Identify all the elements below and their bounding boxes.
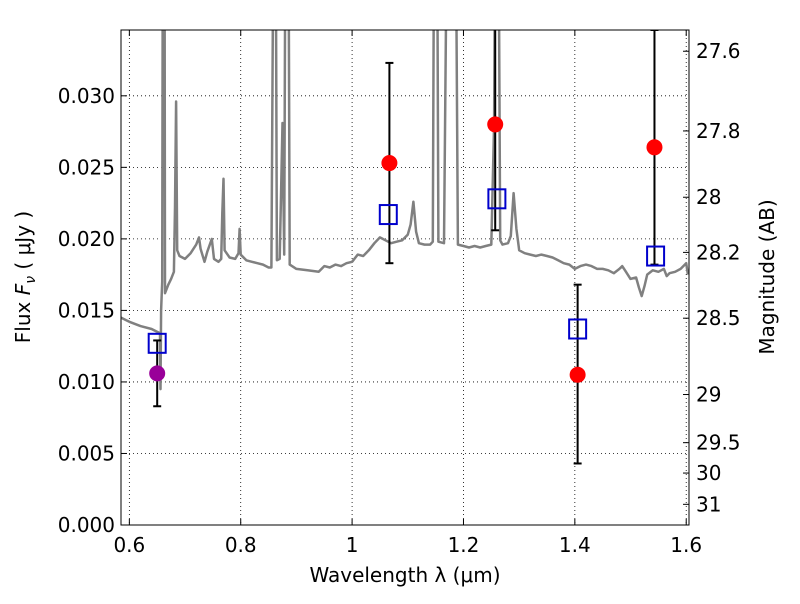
plot-background xyxy=(121,30,689,525)
observed-flux-point xyxy=(569,366,586,383)
y-axis: 0.000 0.005 0.010 0.015 0.020 0.025 0.030 xyxy=(58,84,127,537)
y-tick-label: 0.025 xyxy=(58,155,115,179)
y-tick-label: 0.005 xyxy=(58,441,115,465)
observed-flux-point xyxy=(381,155,398,172)
y-tick-label: 0.000 xyxy=(58,513,115,537)
magnitude-tick-label: 30 xyxy=(696,461,721,485)
x-tick-label: 0.8 xyxy=(225,533,257,557)
magnitude-axis: 27.6 27.8 28 28.2 28.5 29 29.5 30 31 xyxy=(683,39,741,516)
x-axis: 0.6 0.8 1 1.2 1.4 1.6 xyxy=(113,30,702,557)
magnitude-tick-label: 28 xyxy=(696,185,721,209)
y-tick-label: 0.015 xyxy=(58,298,115,322)
x-tick-label: 1.6 xyxy=(670,533,702,557)
magnitude-axis-title: Magnitude (AB) xyxy=(755,199,779,354)
x-tick-label: 1.4 xyxy=(559,533,591,557)
model-photometry-point xyxy=(378,204,398,226)
y-tick-label: 0.020 xyxy=(58,227,115,251)
x-tick-label: 1.2 xyxy=(448,533,480,557)
observed-flux-point xyxy=(149,365,166,382)
plot-frame xyxy=(120,29,690,526)
magnitude-tick-label: 31 xyxy=(696,492,721,516)
x-tick-label: 0.6 xyxy=(113,533,145,557)
markers xyxy=(147,116,666,383)
magnitude-tick-label: 28.2 xyxy=(696,240,741,264)
magnitude-tick-label: 29 xyxy=(696,383,721,407)
magnitude-tick-label: 28.5 xyxy=(696,306,741,330)
model-photometry-point xyxy=(147,332,167,354)
x-tick-label: 1 xyxy=(346,533,359,557)
model-spectrum-layer xyxy=(121,30,689,391)
magnitude-tick-label: 27.8 xyxy=(696,119,741,143)
y-tick-label: 0.030 xyxy=(58,84,115,108)
model-photometry-point xyxy=(568,318,588,340)
x-axis-title: Wavelength λ (μm) xyxy=(309,563,500,587)
model-photometry-point xyxy=(487,188,507,210)
magnitude-tick-label: 29.5 xyxy=(696,431,741,455)
model-photometry-point xyxy=(646,245,666,267)
y-axis-title: Flux Fν ( μJy ) xyxy=(11,211,39,343)
observed-flux-point xyxy=(487,116,504,133)
magnitude-tick-label: 27.6 xyxy=(696,39,741,63)
observed-flux-point xyxy=(646,139,663,156)
model-spectrum-line xyxy=(121,30,689,391)
y-tick-label: 0.010 xyxy=(58,370,115,394)
